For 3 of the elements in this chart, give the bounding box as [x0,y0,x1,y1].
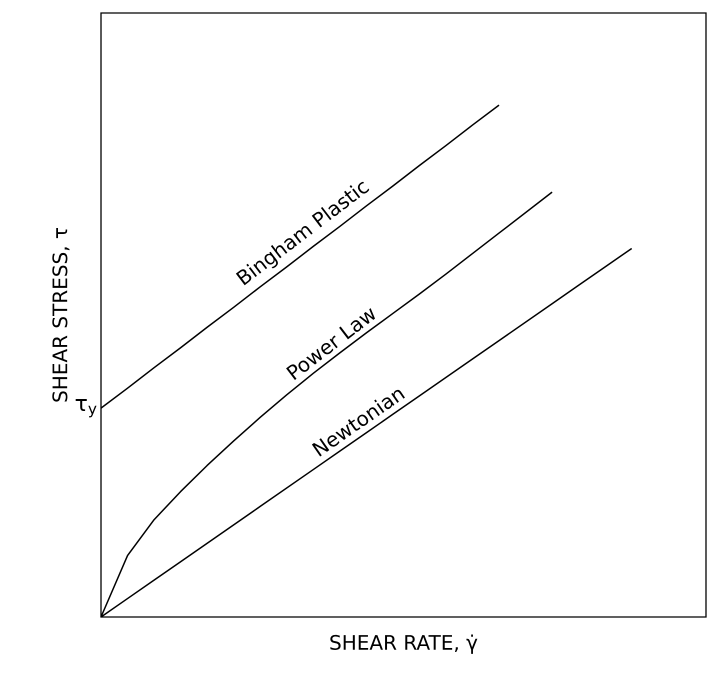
annotation: τ$_{y}$ [76,398,97,418]
x-axis-title: SHEAR RATE, γ̇ [330,634,478,654]
y-axis-title: SHEAR STRESS, τ [52,228,70,402]
